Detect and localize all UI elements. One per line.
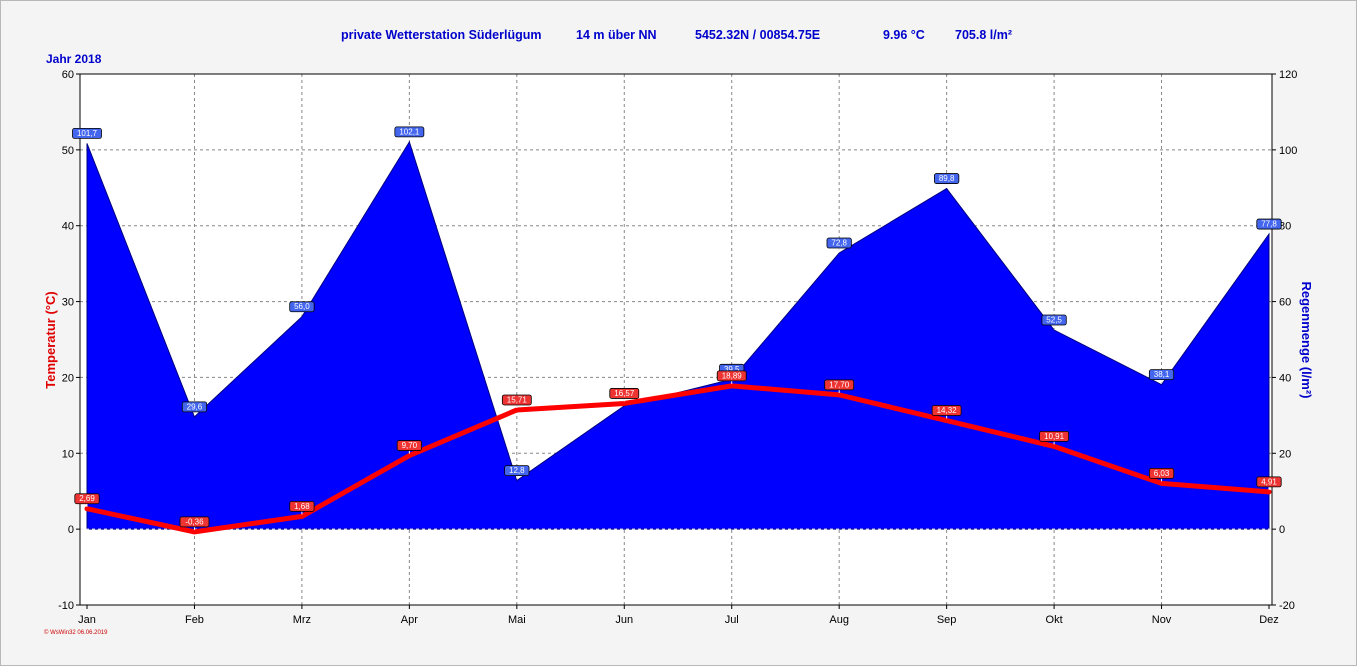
y-axis-title: Temperatur (°C)	[43, 291, 58, 388]
rain-data-label: 52,5	[1046, 316, 1062, 325]
year-label: Jahr 2018	[46, 52, 102, 66]
x-tick-label: Aug	[829, 614, 849, 626]
station-altitude: 14 m über NN	[576, 28, 657, 42]
rain-data-label: 77,8	[1261, 220, 1277, 229]
rain-data-label: 39,5	[724, 365, 740, 374]
y2-tick-label: 60	[1279, 297, 1291, 309]
rain-data-label-box	[934, 173, 960, 184]
y2-tick-label: 0	[1279, 524, 1285, 536]
temp-data-label-box	[289, 500, 315, 512]
temp-data-label: 9,70	[402, 441, 418, 450]
rain-data-label-box	[504, 465, 530, 476]
rain-data-label: 56,0	[294, 302, 310, 311]
rain-data-label-box	[289, 301, 315, 313]
x-tick-label: Feb	[185, 614, 204, 626]
y2-tick-label: 40	[1279, 372, 1291, 384]
temp-data-label-box	[1148, 468, 1175, 479]
station-name: private Wetterstation Süderlügum	[341, 28, 542, 42]
temp-data-label-box	[609, 388, 640, 399]
temp-data-label: 1,68	[294, 502, 310, 511]
temp-data-label: 2,69	[79, 494, 95, 503]
x-tick-label: Jan	[78, 614, 96, 626]
chart-header: private Wetterstation Süderlügum 14 m üb…	[0, 28, 1357, 48]
x-tick-label: Jul	[725, 614, 739, 626]
x-tick-label: Mai	[508, 614, 526, 626]
y2-tick-label: 120	[1279, 69, 1297, 81]
x-tick-label: Sep	[937, 614, 957, 626]
y2-tick-label: 80	[1279, 221, 1291, 233]
mean-temperature: 9.96 °C	[883, 28, 925, 42]
temp-data-label: 17,70	[829, 380, 850, 389]
temp-data-label-box	[1039, 430, 1069, 442]
temp-data-label: 18,89	[722, 371, 743, 380]
temp-data-label-box	[179, 516, 210, 528]
rain-data-label-box	[181, 401, 208, 413]
rain-data-label: 38,1	[1154, 370, 1170, 379]
footer-credit: © WsWin32 06.06.2019	[44, 630, 108, 636]
y2-tick-label: 20	[1279, 448, 1291, 460]
x-tick-label: Nov	[1152, 614, 1172, 626]
y-tick-label: -10	[58, 600, 74, 612]
temp-data-label-box	[501, 394, 532, 406]
x-tick-label: Jun	[615, 614, 633, 626]
y-tick-label: 30	[62, 297, 74, 309]
y2-axis-title: Regenmenge (l/m²)	[1299, 281, 1314, 398]
temp-data-label: 15,71	[507, 395, 528, 404]
x-tick-label: Mrz	[293, 614, 311, 626]
temp-data-label: -0,36	[185, 517, 204, 526]
rain-data-label-box	[72, 128, 102, 139]
y-tick-label: 10	[62, 448, 74, 460]
temp-data-label: 6,03	[1154, 469, 1170, 478]
rain-data-label: 89,8	[939, 174, 955, 183]
y2-tick-label: -20	[1279, 600, 1295, 612]
temp-data-label: 4,91	[1261, 477, 1277, 486]
y-tick-label: 20	[62, 372, 74, 384]
rain-data-label: 29,6	[187, 402, 203, 411]
rain-data-label-box	[826, 237, 852, 249]
y-tick-label: 60	[62, 69, 74, 81]
temp-data-label-box	[74, 493, 100, 505]
rain-data-label: 102,1	[399, 127, 420, 136]
y2-tick-label: 100	[1279, 145, 1297, 157]
rain-data-label-box	[1148, 369, 1175, 381]
temperature-line	[84, 383, 1272, 535]
rain-data-label-box	[1041, 314, 1067, 326]
total-rainfall: 705.8 l/m²	[955, 28, 1012, 42]
station-coordinates: 5452.32N / 00854.75E	[695, 28, 821, 42]
y-tick-label: 50	[62, 145, 74, 157]
temp-data-label-box	[1256, 476, 1282, 488]
x-tick-label: Okt	[1046, 614, 1063, 626]
x-tick-label: Apr	[401, 614, 418, 626]
rain-data-label-box	[1256, 218, 1282, 230]
y-tick-label: 40	[62, 221, 74, 233]
temp-data-label-box	[824, 379, 855, 391]
temp-data-label-box	[396, 440, 422, 451]
rain-data-label: 101,7	[77, 129, 98, 138]
rain-data-label: 72,8	[831, 239, 847, 248]
temp-data-label-box	[931, 405, 962, 416]
temp-data-label: 10,91	[1044, 432, 1065, 441]
temp-data-label-box	[716, 370, 747, 382]
y-tick-label: 0	[68, 524, 74, 536]
plot-border	[79, 73, 1273, 606]
temp-data-label: 16,57	[614, 389, 635, 398]
temp-data-label: 14,32	[937, 406, 958, 415]
rain-data-label-box	[394, 126, 425, 138]
rain-data-label: 12,8	[509, 466, 525, 475]
x-tick-label: Dez	[1259, 614, 1279, 626]
